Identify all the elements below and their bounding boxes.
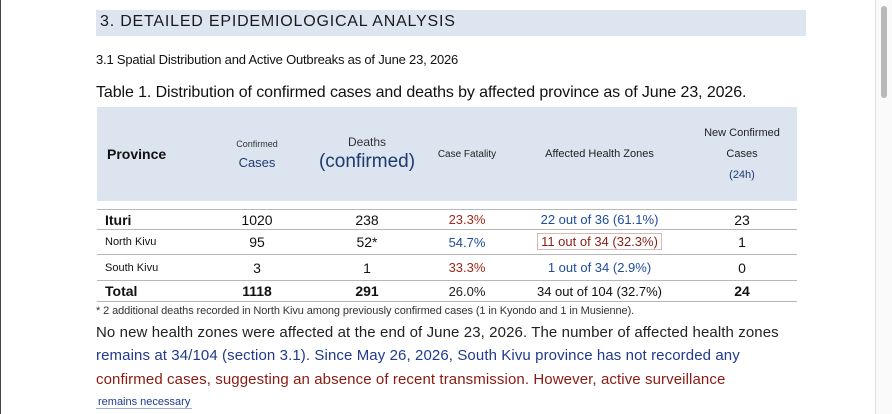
header-new-cases: New Confirmed Cases (24h) [687,107,797,201]
row-affected-zones-cell: 11 out of 34 (32.3%) [512,229,687,255]
cases-table: Province Confirmed Cases Deaths (confirm… [97,107,797,302]
table-row: North Kivu 95 52* 54.7% 11 out of 34 (32… [97,229,797,255]
header-case-fatality: Case Fatality [422,107,512,201]
table-header-row: Province Confirmed Cases Deaths (confirm… [97,107,797,201]
total-affected-zones: 34 out of 104 (32.7%) [512,280,687,302]
header-deaths-bottom: (confirmed) [318,151,416,172]
row-cases: 95 [202,229,312,255]
row-province: North Kivu [97,229,202,255]
row-cases: 1020 [202,209,312,230]
page-edge [0,0,1,414]
row-new-cases: 0 [687,254,797,281]
table-footnote: * 2 additional deaths recorded in North … [96,305,635,317]
table-caption: Table 1. Distribution of confirmed cases… [96,84,747,101]
table-row: Ituri 1020 238 23.3% 22 out of 36 (61.1%… [97,209,797,230]
row-new-cases: 23 [687,209,797,230]
table-row: South Kivu 3 1 33.3% 1 out of 34 (2.9%) … [97,254,797,281]
scrollbar-track[interactable] [875,0,892,414]
paragraph-line-1: No new health zones were affected at the… [96,324,779,341]
row-case-fatality: 33.3% [422,254,512,281]
total-case-fatality: 26.0% [422,280,512,302]
total-cases: 1118 [202,280,312,302]
header-cases-top: Confirmed [236,138,278,149]
row-deaths: 52* [312,229,422,255]
row-affected-zones: 22 out of 36 (61.1%) [512,209,687,230]
row-province: South Kivu [97,254,202,281]
row-deaths: 1 [312,254,422,281]
row-case-fatality: 23.3% [422,209,512,230]
row-affected-zones: 1 out of 34 (2.9%) [512,254,687,281]
row-deaths: 238 [312,209,422,230]
paragraph-line-4: remains necessary [96,396,193,409]
header-cases-bottom: Cases [238,154,276,170]
header-new-line2: Cases [726,147,758,160]
row-cases: 3 [202,254,312,281]
subsection-title: 3.1 Spatial Distribution and Active Outb… [96,52,459,67]
total-deaths: 291 [312,280,422,302]
header-new-line3: (24h) [729,168,755,181]
scrollbar-thumb[interactable] [881,6,887,98]
row-affected-zones: 11 out of 34 (32.3%) [537,233,662,250]
row-new-cases: 1 [687,229,797,255]
table-total-row: Total 1118 291 26.0% 34 out of 104 (32.7… [97,280,797,302]
row-case-fatality: 54.7% [422,229,512,255]
header-deaths: Deaths (confirmed) [312,107,422,201]
section-title: 3. DETAILED EPIDEMIOLOGICAL ANALYSIS [96,10,806,36]
header-deaths-top: Deaths [347,135,387,149]
header-cases: Confirmed Cases [202,107,312,201]
table-gap [97,201,797,210]
paragraph-line-3: confirmed cases, suggesting an absence o… [96,371,726,388]
total-label: Total [97,280,202,302]
row-province: Ituri [97,209,202,230]
header-affected-zones: Affected Health Zones [512,107,687,201]
paragraph-line-2: remains at 34/104 (section 3.1). Since M… [96,347,740,364]
total-new-cases: 24 [687,280,797,302]
header-new-line1: New Confirmed [704,126,780,139]
header-province: Province [97,107,202,201]
